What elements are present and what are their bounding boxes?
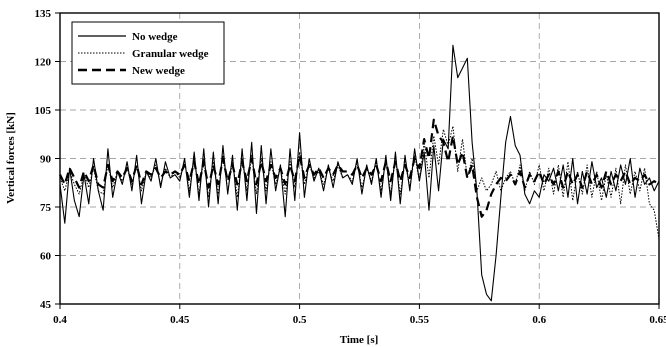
x-tick-label: 0.65 bbox=[649, 314, 666, 326]
x-axis-label: Time [s] bbox=[340, 334, 379, 346]
x-tick-label: 0.5 bbox=[293, 314, 307, 326]
y-tick-label: 60 bbox=[40, 251, 52, 263]
legend-box bbox=[71, 21, 225, 85]
y-tick-label: 105 bbox=[35, 105, 52, 117]
series-line-granular-wedge bbox=[59, 125, 660, 240]
legend: No wedge Granular wedge New wedge bbox=[71, 21, 225, 85]
x-tick-label: 0.45 bbox=[170, 314, 190, 326]
y-tick-label: 45 bbox=[40, 299, 52, 311]
x-tick-label: 0.6 bbox=[532, 314, 546, 326]
series-line-new-wedge bbox=[59, 118, 660, 218]
x-tick-label: 0.4 bbox=[53, 314, 67, 326]
y-tick-label: 75 bbox=[40, 202, 52, 214]
y-tick-label: 135 bbox=[35, 8, 52, 20]
legend-label-no-wedge: No wedge bbox=[132, 31, 178, 43]
series-line-no-wedge bbox=[59, 44, 660, 302]
legend-label-new-wedge: New wedge bbox=[132, 65, 185, 77]
axis-ticks: 0.4 0.45 0.5 0.55 0.6 0.65 45 60 75 90 105 120 135 bbox=[35, 8, 666, 326]
y-tick-label: 120 bbox=[35, 57, 52, 69]
series-lines bbox=[59, 44, 660, 302]
y-axis-label: Vertical forces [kN] bbox=[5, 112, 17, 204]
x-tick-label: 0.55 bbox=[410, 314, 430, 326]
legend-label-granular-wedge: Granular wedge bbox=[132, 48, 209, 60]
y-tick-label: 90 bbox=[40, 154, 52, 166]
